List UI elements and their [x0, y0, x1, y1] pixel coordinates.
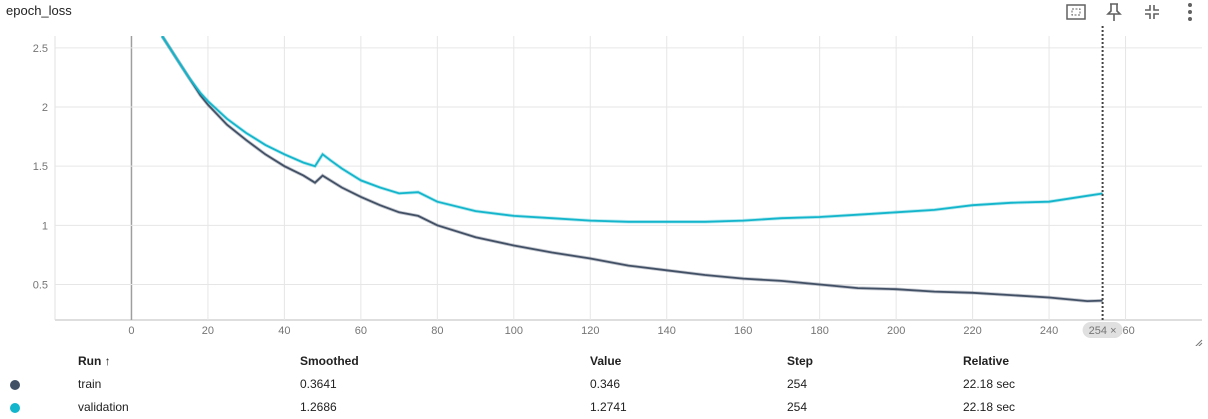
header-smoothed: Smoothed — [300, 354, 359, 368]
more-options-button[interactable] — [1178, 0, 1202, 24]
y-tick-label: 1.5 — [33, 161, 48, 173]
hover-step-label: 254 × — [1089, 325, 1117, 337]
collapse-icon — [1145, 5, 1159, 19]
resize-handle-icon[interactable] — [1195, 339, 1203, 346]
table-row: train 0.3641 0.346 254 22.18 sec — [0, 373, 1208, 396]
x-tick-label: 80 — [431, 325, 443, 337]
y-axis-ticks: 0.5 1 1.5 2 2.5 — [33, 43, 48, 292]
fit-domain-button[interactable] — [1064, 0, 1088, 24]
runs-table: Run ↑ Smoothed Value Step Relative train… — [0, 350, 1208, 419]
x-tick-label: 100 — [505, 325, 523, 337]
x-tick-label: 180 — [810, 325, 828, 337]
series-line-validation — [161, 36, 1103, 223]
x-tick-label: 220 — [963, 325, 981, 337]
chart-lines — [160, 36, 1103, 303]
header-step: Step — [787, 354, 814, 368]
x-tick-label: 160 — [734, 325, 752, 337]
chart-toolbar — [1064, 0, 1202, 24]
run-name: train — [78, 377, 102, 391]
loss-chart[interactable]: 0 20 40 60 80 100 120 140 160 180 200 220 240 260 0.5… — [0, 26, 1208, 346]
x-tick-label: 40 — [278, 325, 290, 337]
series-line-train — [161, 36, 1103, 303]
hover-step-badge[interactable]: 254 × — [1082, 322, 1123, 338]
x-tick-label: 20 — [202, 325, 214, 337]
x-tick-label: 140 — [658, 325, 676, 337]
raw-value: 1.2741 — [590, 400, 627, 414]
x-tick-label: 200 — [887, 325, 905, 337]
x-tick-label: 60 — [355, 325, 367, 337]
y-tick-label: 2.5 — [33, 43, 48, 55]
run-color-dot — [10, 403, 20, 413]
x-tick-label: 120 — [581, 325, 599, 337]
header-run[interactable]: Run ↑ — [78, 354, 111, 368]
pin-button[interactable] — [1102, 0, 1126, 24]
chart-grid — [54, 36, 1202, 321]
series-raw-line-train — [160, 36, 1103, 303]
smoothed-value: 1.2686 — [300, 400, 337, 414]
table-header-row: Run ↑ Smoothed Value Step Relative — [0, 350, 1208, 373]
x-tick-label: 240 — [1040, 325, 1058, 337]
x-axis-ticks: 0 20 40 60 80 100 120 140 160 180 200 220 240 260 — [128, 325, 1134, 337]
x-tick-label: 0 — [128, 325, 134, 337]
y-tick-label: 2 — [42, 102, 48, 114]
run-name: validation — [78, 400, 129, 414]
smoothed-value: 0.3641 — [300, 377, 337, 391]
y-tick-label: 0.5 — [33, 280, 48, 292]
step-value: 254 — [787, 400, 808, 414]
y-tick-label: 1 — [42, 220, 48, 232]
header-relative: Relative — [963, 354, 1010, 368]
table-row: validation 1.2686 1.2741 254 22.18 sec — [0, 396, 1208, 419]
collapse-button[interactable] — [1140, 0, 1164, 24]
step-value: 254 — [787, 377, 808, 391]
more-vert-icon — [1188, 3, 1192, 21]
fit-domain-icon — [1066, 4, 1086, 20]
header-value: Value — [590, 354, 622, 368]
run-color-dot — [10, 380, 20, 390]
series-raw-line-validation — [160, 36, 1103, 224]
pin-icon — [1106, 3, 1122, 21]
raw-value: 0.346 — [590, 377, 621, 391]
relative-time: 22.18 sec — [963, 400, 1016, 414]
relative-time: 22.18 sec — [963, 377, 1016, 391]
chart-title: epoch_loss — [6, 3, 72, 18]
